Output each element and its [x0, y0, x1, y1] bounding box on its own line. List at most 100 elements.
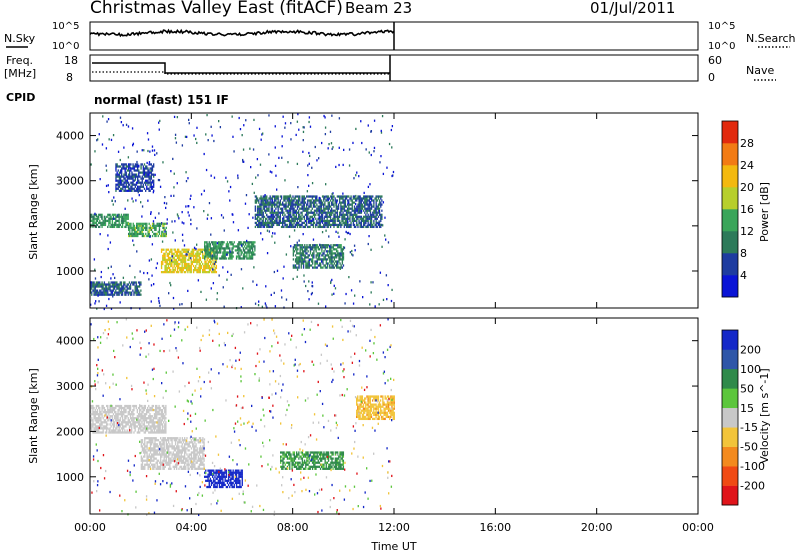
range-gate-cell	[311, 166, 313, 169]
range-gate-cell	[158, 212, 160, 215]
range-gate-cell	[331, 278, 333, 282]
range-gate-cell	[133, 179, 135, 182]
range-gate-cell	[95, 213, 98, 216]
range-gate-cell	[132, 232, 134, 236]
range-gate-cell	[151, 423, 153, 426]
range-gate-cell	[319, 219, 321, 223]
range-gate-cell	[378, 209, 381, 213]
range-gate-cell	[310, 248, 313, 251]
range-gate-cell	[294, 223, 296, 227]
range-gate-cell	[170, 271, 172, 274]
range-gate-cell	[339, 266, 341, 269]
range-gate-cell	[296, 120, 299, 123]
range-gate-cell	[165, 202, 168, 205]
range-gate-cell	[154, 153, 156, 157]
range-gate-cell	[112, 423, 115, 426]
range-gate-cell	[334, 260, 337, 263]
range-gate-cell	[251, 251, 254, 254]
range-gate-cell	[108, 409, 110, 412]
range-gate-cell	[155, 232, 157, 236]
range-gate-cell	[127, 185, 130, 188]
range-gate-cell	[212, 271, 214, 274]
range-gate-cell	[293, 199, 295, 202]
range-gate-cell	[173, 256, 175, 260]
range-gate-cell	[374, 223, 376, 227]
range-gate-cell	[149, 417, 151, 420]
range-gate-cell	[118, 293, 120, 296]
range-gate-cell	[190, 266, 192, 270]
range-gate-cell	[213, 264, 215, 268]
range-gate-cell	[260, 221, 262, 225]
range-gate-cell	[338, 244, 340, 247]
range-gate-cell	[380, 213, 382, 216]
range-gate-cell	[130, 181, 132, 184]
range-gate-cell	[166, 443, 169, 446]
range-gate-cell	[160, 248, 163, 251]
range-gate-cell	[337, 203, 340, 206]
range-gate-cell	[251, 253, 254, 256]
range-gate-cell	[291, 197, 293, 200]
range-gate-cell	[291, 205, 293, 208]
range-gate-cell	[119, 413, 121, 416]
range-gate-cell	[325, 195, 327, 198]
range-gate-cell	[322, 246, 324, 249]
range-gate-cell	[139, 185, 141, 188]
range-gate-cell	[127, 431, 129, 434]
range-gate-cell	[374, 305, 376, 308]
range-gate-cell	[361, 207, 364, 210]
range-gate-cell	[346, 232, 349, 235]
range-gate-cell	[158, 413, 160, 416]
range-gate-cell	[304, 248, 306, 251]
range-gate-cell	[275, 207, 277, 210]
range-gate-cell	[190, 262, 192, 266]
range-gate-cell	[279, 215, 282, 218]
range-gate-cell	[187, 465, 189, 468]
range-gate-cell	[301, 223, 303, 227]
range-gate-cell	[319, 203, 321, 206]
range-gate-cell	[328, 207, 331, 210]
range-gate-cell	[319, 199, 321, 202]
range-gate-cell	[221, 247, 223, 250]
range-gate-cell	[163, 226, 165, 230]
range-gate-cell	[357, 205, 359, 208]
range-gate-cell	[272, 217, 275, 220]
range-gate-cell	[294, 197, 296, 200]
range-gate-cell	[342, 264, 345, 267]
range-gate-cell	[136, 293, 139, 296]
range-gate-cell	[108, 417, 110, 420]
range-gate-cell	[295, 195, 298, 198]
range-gate-cell	[160, 453, 162, 456]
range-gate-cell	[127, 423, 129, 426]
range-gate-cell	[205, 245, 207, 248]
range-gate-cell	[332, 217, 334, 220]
range-gate-cell	[347, 209, 349, 212]
range-gate-cell	[302, 215, 304, 218]
range-gate-cell	[281, 296, 283, 299]
noise-search-label: N.Search	[746, 32, 796, 45]
range-gate-cell	[169, 457, 171, 460]
range-gate-cell	[106, 423, 108, 426]
range-gate-cell	[199, 266, 202, 270]
range-gate-cell	[359, 221, 361, 225]
range-gate-cell	[364, 223, 366, 227]
range-gate-cell	[149, 425, 151, 428]
range-gate-cell	[116, 287, 118, 290]
range-gate-cell	[380, 129, 382, 133]
range-gate-cell	[91, 417, 93, 420]
range-gate-cell	[294, 246, 297, 249]
range-gate-cell	[129, 234, 131, 238]
range-gate-cell	[166, 266, 168, 270]
range-gate-cell	[206, 249, 208, 252]
power-ylabel: Slant Range [km]	[27, 164, 40, 260]
range-gate-cell	[276, 205, 278, 208]
range-gate-cell	[96, 429, 99, 432]
range-gate-cell	[187, 455, 189, 458]
range-gate-cell	[106, 120, 108, 123]
range-gate-cell	[205, 168, 208, 172]
range-gate-cell	[331, 260, 333, 263]
range-gate-cell	[131, 234, 133, 238]
range-gate-cell	[137, 423, 140, 426]
range-gate-cell	[111, 219, 114, 223]
range-gate-cell	[166, 447, 169, 450]
range-gate-cell	[111, 417, 114, 420]
